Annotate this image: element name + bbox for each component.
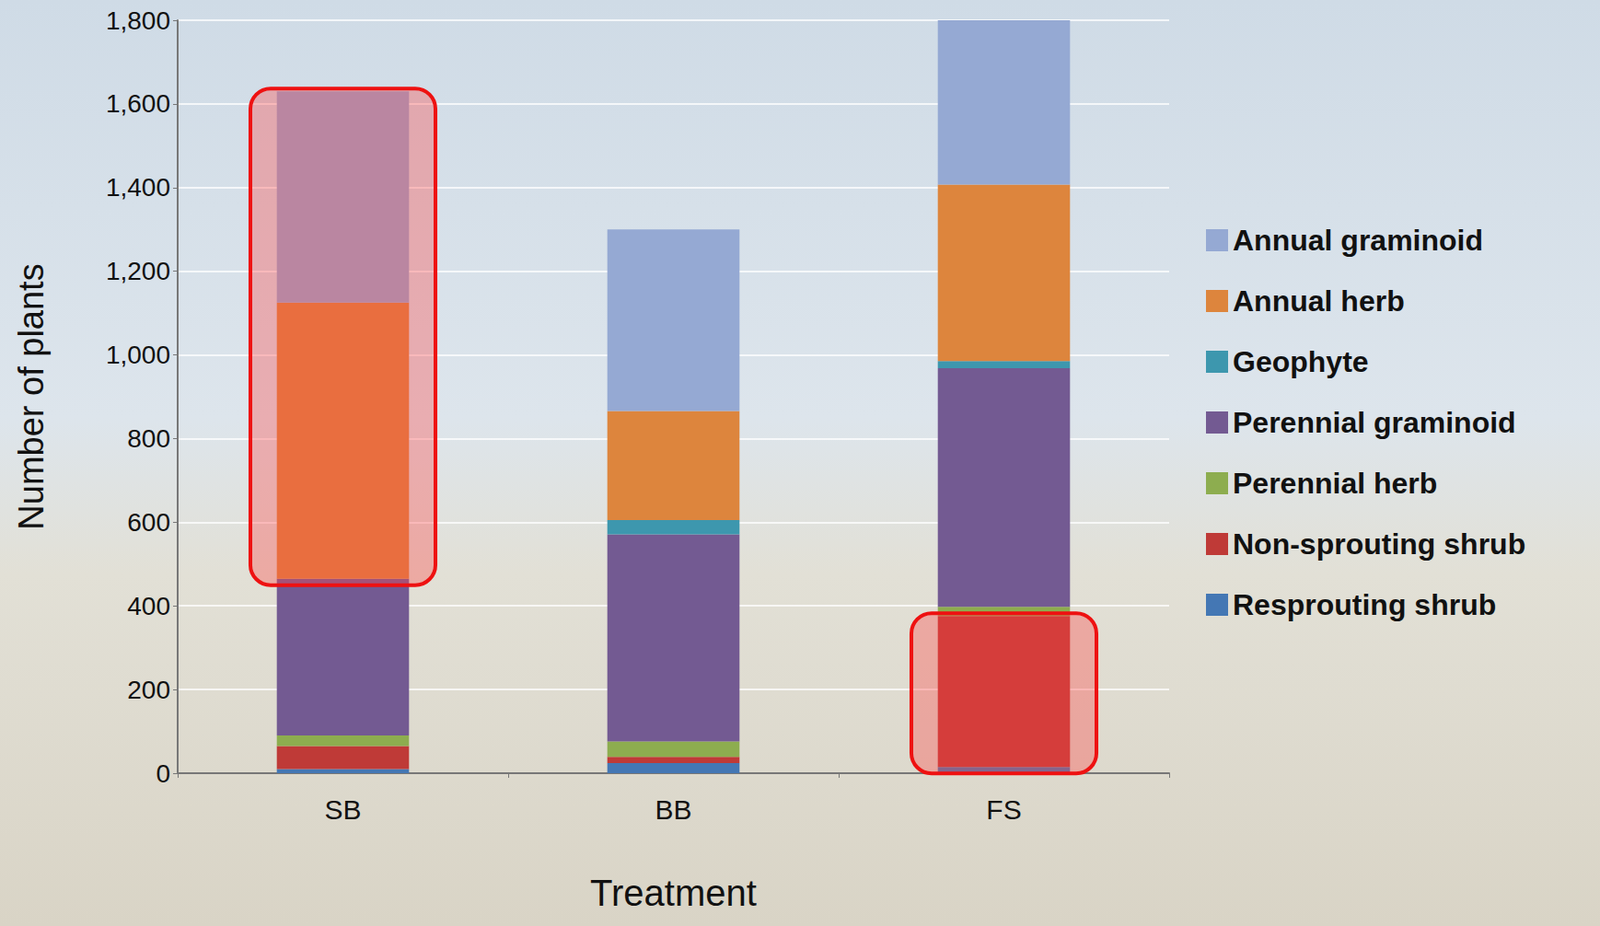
svg-text:1,400: 1,400 (105, 173, 171, 202)
svg-text:800: 800 (127, 424, 171, 453)
svg-text:1,600: 1,600 (105, 89, 171, 118)
svg-text:FS: FS (985, 794, 1021, 825)
svg-text:1,000: 1,000 (105, 340, 171, 370)
svg-text:SB: SB (324, 794, 361, 825)
svg-text:Resprouting shrub: Resprouting shrub (1232, 588, 1496, 622)
svg-text:Perennial graminoid: Perennial graminoid (1232, 405, 1517, 440)
svg-text:BB: BB (654, 794, 692, 825)
svg-text:400: 400 (127, 591, 171, 621)
svg-text:Annual graminoid: Annual graminoid (1232, 223, 1484, 257)
svg-text:600: 600 (127, 508, 171, 537)
svg-text:Non-sprouting shrub: Non-sprouting shrub (1232, 527, 1526, 561)
svg-text:Perennial herb: Perennial herb (1232, 466, 1438, 500)
svg-text:Annual herb: Annual herb (1232, 284, 1405, 318)
svg-text:Treatment: Treatment (590, 872, 757, 914)
svg-text:200: 200 (127, 675, 171, 705)
svg-text:Number of plants: Number of plants (11, 263, 51, 530)
svg-text:Geophyte: Geophyte (1232, 345, 1369, 379)
svg-text:1,800: 1,800 (105, 6, 171, 35)
svg-text:0: 0 (155, 759, 171, 789)
svg-text:1,200: 1,200 (105, 256, 171, 286)
